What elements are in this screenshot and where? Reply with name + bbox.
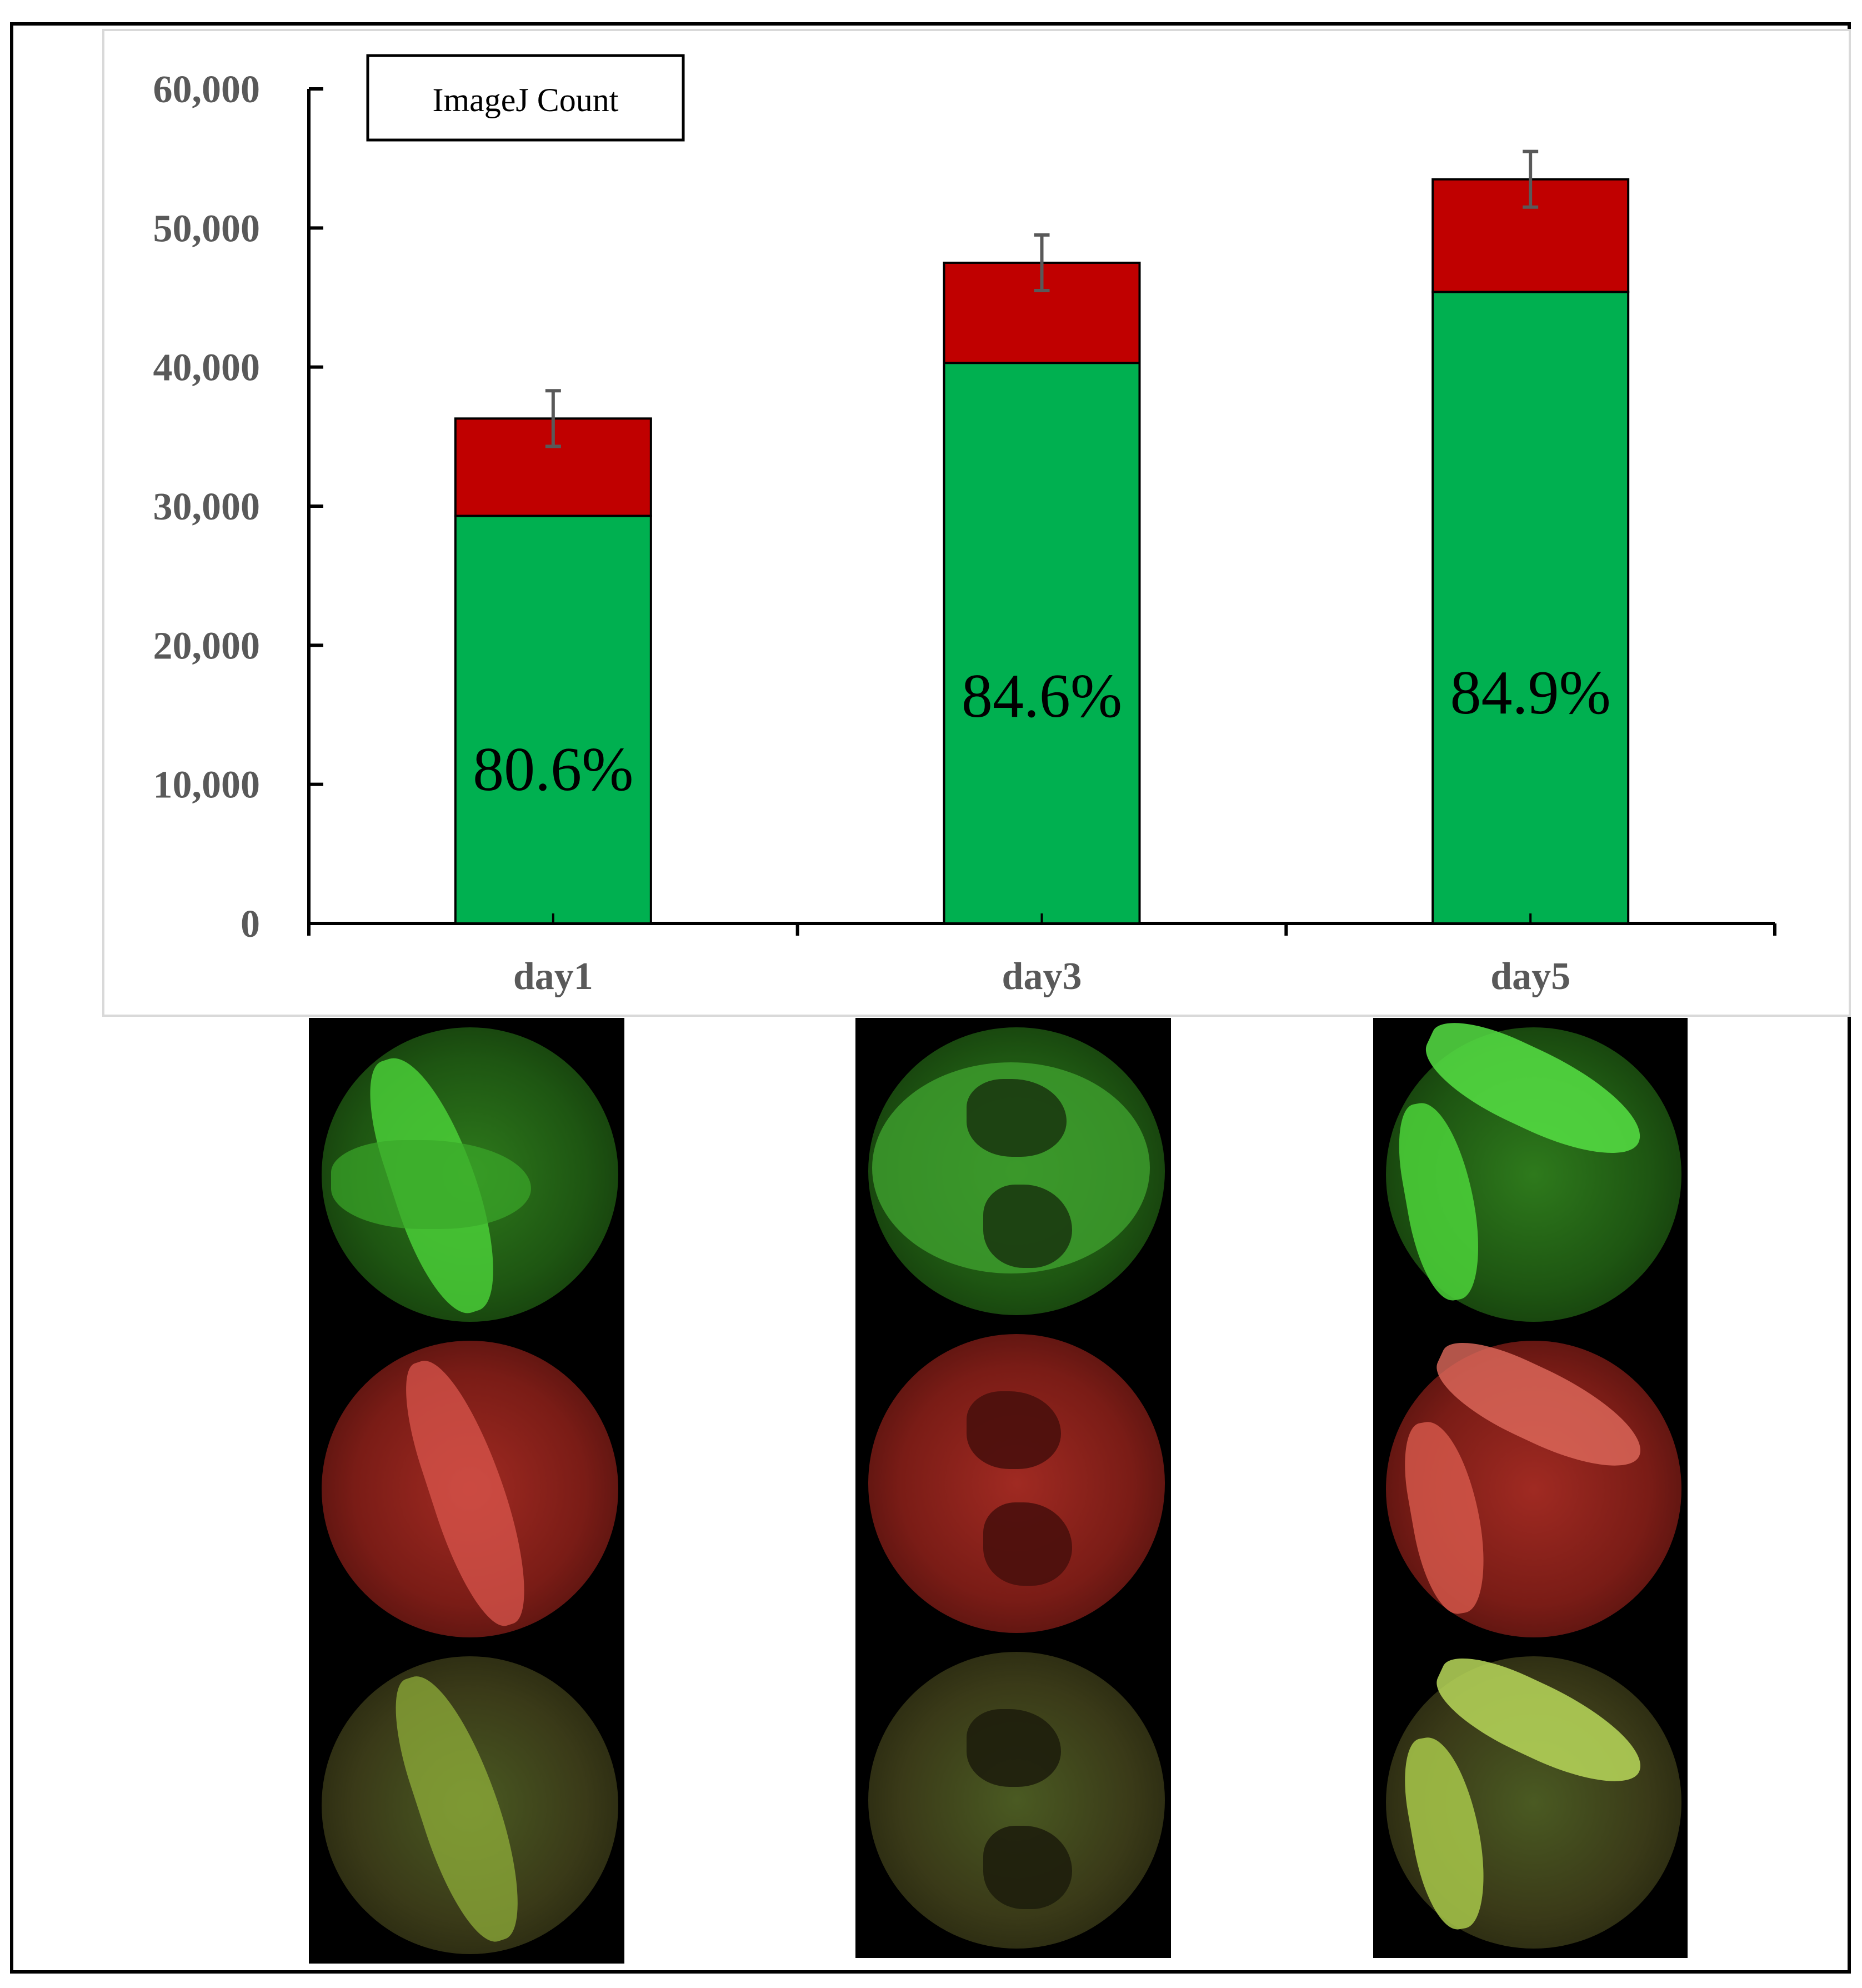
y-tick-label: 40,000 bbox=[153, 347, 261, 389]
y-tick-label: 50,000 bbox=[153, 207, 261, 250]
bar-live-day5 bbox=[1431, 291, 1630, 925]
x-tick-label: day3 bbox=[1002, 955, 1082, 998]
percent-data-label: 84.6% bbox=[962, 662, 1122, 731]
percent-data-label: 80.6% bbox=[473, 735, 633, 804]
y-tick-label: 30,000 bbox=[153, 486, 261, 528]
bar-live-day3 bbox=[943, 362, 1141, 925]
y-tick-label: 10,000 bbox=[153, 764, 261, 807]
y-tick-label: 0 bbox=[241, 903, 260, 946]
y-tick-label: 20,000 bbox=[153, 625, 261, 667]
legend-label: ImageJ Count bbox=[433, 82, 619, 118]
y-tick-label: 60,000 bbox=[153, 68, 261, 111]
percent-data-label: 84.9% bbox=[1450, 658, 1611, 727]
x-tick-label: day1 bbox=[513, 955, 593, 998]
bar-live-day1 bbox=[454, 515, 652, 925]
bar-dead-day1 bbox=[454, 417, 652, 517]
legend-box bbox=[366, 54, 685, 142]
x-tick-label: day5 bbox=[1490, 955, 1570, 998]
